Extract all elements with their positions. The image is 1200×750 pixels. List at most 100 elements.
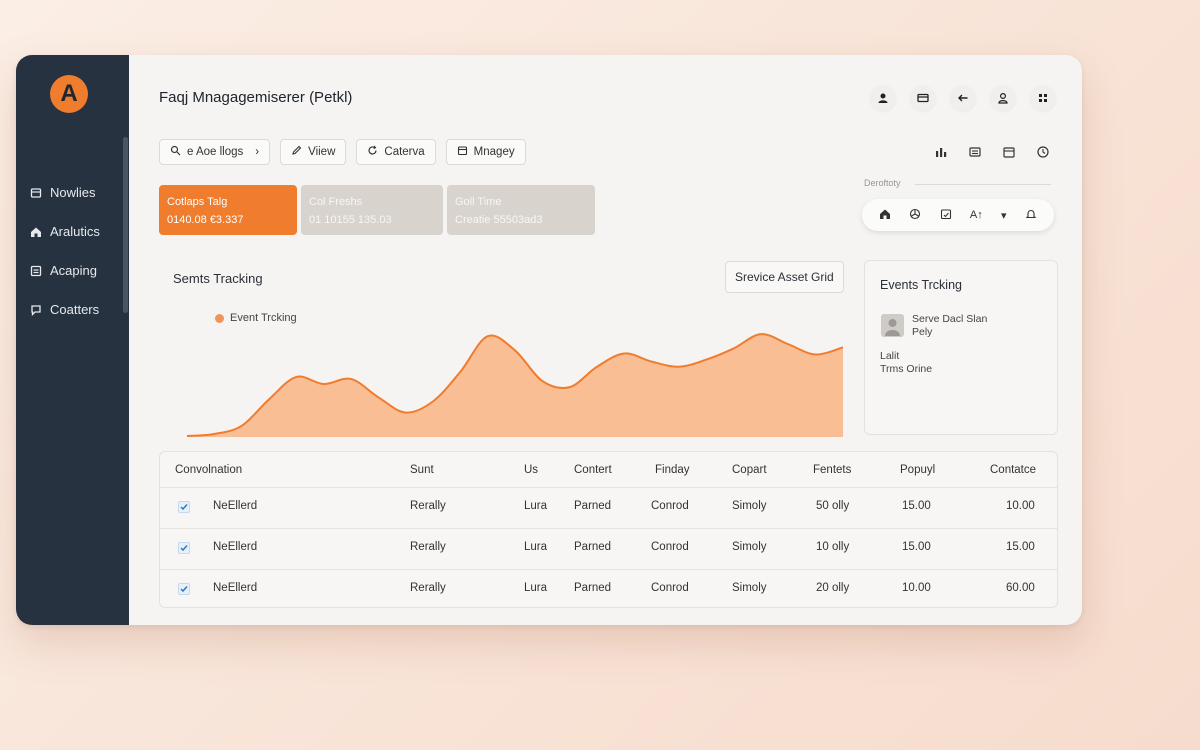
table-cell: Rerally [410,582,446,594]
sidebar-item-acaping[interactable]: Acaping [30,263,97,278]
directory-label: Deroftoty [864,178,901,188]
event-user-sub: Pely [912,326,933,338]
sidebar-item-aralutics[interactable]: Aralutics [30,224,100,239]
caterva-button[interactable]: Caterva [356,139,436,165]
event-user-name: Serve Dacl Slan [912,313,988,325]
page-title: Faqj Mnagagemiserer (Petkl) [159,89,353,106]
sidebar-item-label: Coatters [50,302,100,317]
column-header[interactable]: Popuyl [900,464,936,476]
column-header[interactable]: Sunt [410,464,434,476]
legend-swatch [215,313,224,323]
sidebar-scrollbar[interactable] [123,137,128,313]
card-icon[interactable] [910,85,936,111]
home-icon [30,226,42,238]
table-cell: Parned [574,582,612,594]
table-cell: Conrod [651,500,689,512]
table-cell: Parned [574,541,612,553]
column-header[interactable]: Contert [574,464,612,476]
stat-card-title: Col Freshs [309,196,363,208]
box-icon [457,145,468,159]
home-icon[interactable] [879,208,891,223]
stat-card[interactable]: Goll Time Creatie 55503ad3 [447,185,595,235]
stat-card-value: 01 10155 135.03 [309,214,392,226]
sidebar-item-coatters[interactable]: Coatters [30,302,99,317]
table-cell: Lura [524,582,548,594]
table-cell: Simoly [732,582,767,594]
chevron-right-icon: › [255,146,260,158]
event-user: Serve Dacl Slan Pely [912,313,987,339]
table-cell: Parned [574,500,612,512]
table-cell: Simoly [732,500,767,512]
table-row[interactable]: NeEllerd Rerally Lura Parned Conrod Simo… [160,487,1057,527]
stat-card[interactable]: Cotlaps Talg 0140.08 €3.337 [159,185,297,235]
toolbar: e Aoe llogs › Viiew Caterva Mnagey [159,139,526,165]
column-header[interactable]: Finday [655,464,690,476]
row-checkbox[interactable] [178,501,190,513]
table-cell: 10 olly [816,541,850,553]
avatar [881,314,904,337]
table-cell: NeEllerd [213,500,258,512]
column-header[interactable]: Copart [732,464,767,476]
profile-icon[interactable] [990,85,1016,111]
sidebar-item-label: Nowlies [50,185,96,200]
font-size-control[interactable]: A↑ [969,209,983,221]
search-icon [170,145,181,159]
column-header[interactable]: Contatce [990,464,1037,476]
sidebar-item-label: Acaping [50,263,97,278]
calendar-icon[interactable] [1000,143,1018,161]
mnagey-button[interactable]: Mnagey [445,139,526,165]
grid-icon[interactable] [1030,85,1056,111]
toolbar-button-label: Caterva [384,146,425,158]
sidebar-item-label: Aralutics [50,224,100,239]
user-icon[interactable] [870,85,896,111]
fan-icon[interactable] [909,208,921,223]
back-arrow-icon[interactable] [950,85,976,111]
row-checkbox[interactable] [178,542,190,554]
stat-card[interactable]: Col Freshs 01 10155 135.03 [301,185,443,235]
divider [915,184,1051,185]
dropdown-icon[interactable]: ▾ [1001,209,1007,222]
table-cell: 60.00 [1006,582,1035,594]
box-icon [30,187,42,199]
sidebar: A Nowlies Aralutics Acaping Coatters [16,55,129,625]
bar-chart-icon[interactable] [932,143,950,161]
table-cell: 20 olly [816,582,850,594]
events-panel-title: Events Trcking [880,278,962,292]
event-last: Lalit Trms Orine [880,350,932,376]
event-last-value: Trms Orine [880,363,933,375]
table-cell: Lura [524,500,548,512]
chart-legend: Event Trcking [215,312,297,324]
quick-action-pill: A↑ ▾ [862,199,1054,231]
table-row[interactable]: NeEllerd Rerally Lura Parned Conrod Simo… [160,569,1057,609]
table-cell: Simoly [732,541,767,553]
chart-title: Semts Tracking [173,271,263,286]
toolbar-button-label: Mnagey [473,146,515,158]
service-asset-grid-button[interactable]: Srevice Asset Grid [725,261,844,293]
list-icon[interactable] [966,143,984,161]
table-cell: Conrod [651,541,689,553]
app-logo[interactable]: A [50,75,88,113]
table-cell: 15.00 [1006,541,1035,553]
legend-label: Event Trcking [230,312,297,324]
bell-icon[interactable] [1025,208,1037,223]
table-row[interactable]: NeEllerd Rerally Lura Parned Conrod Simo… [160,528,1057,568]
events-area-chart [187,333,843,437]
search-logs-button[interactable]: e Aoe llogs › [159,139,271,165]
chat-icon [30,304,42,316]
column-header[interactable]: Fentets [813,464,852,476]
table-cell: 10.00 [902,582,931,594]
clock-icon[interactable] [1034,143,1052,161]
column-header[interactable]: Convolnation [175,464,243,476]
toolbar-button-label: Viiew [308,146,336,158]
table-cell: Conrod [651,582,689,594]
row-checkbox[interactable] [178,583,190,595]
table-cell: 50 olly [816,500,850,512]
sidebar-item-nowlies[interactable]: Nowlies [30,185,96,200]
toolbar-right-icons [932,143,1052,161]
chart-series-line [187,333,843,437]
stat-card-title: Goll Time [455,196,502,208]
calendar-check-icon[interactable] [940,208,952,223]
view-button[interactable]: Viiew [280,139,347,165]
column-header[interactable]: Us [524,464,539,476]
stat-cards: Cotlaps Talg 0140.08 €3.337 Col Freshs 0… [159,185,595,235]
